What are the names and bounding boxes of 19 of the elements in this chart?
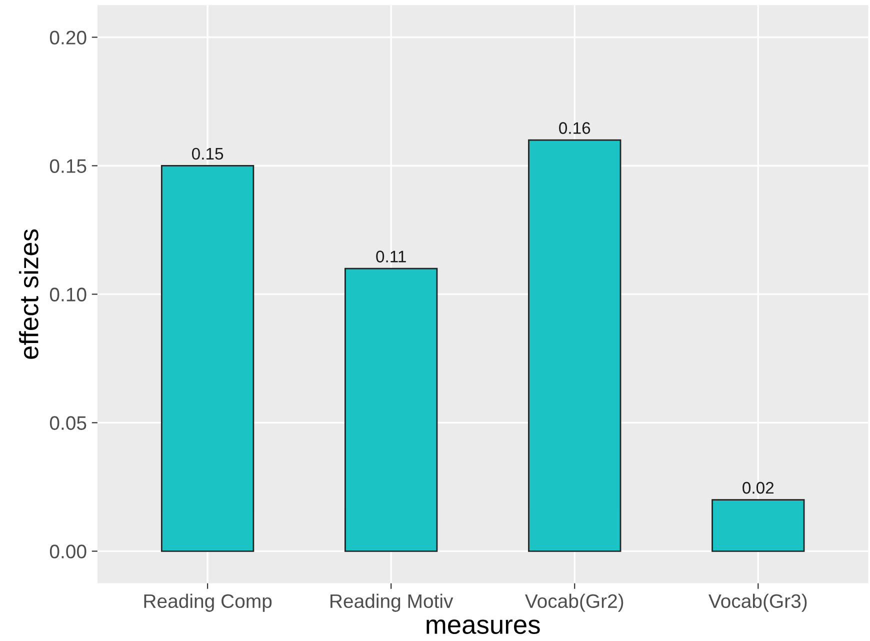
y-axis-title: effect sizes — [19, 229, 38, 359]
y-tick-label: 0.00 — [50, 544, 86, 558]
data-label: 0.11 — [376, 250, 406, 262]
x-tick-label: Reading Comp — [144, 594, 272, 612]
bar — [528, 139, 622, 552]
data-label: 0.15 — [192, 148, 224, 160]
y-tick-label: 0.05 — [50, 416, 86, 430]
x-axis-title: measures — [426, 620, 540, 634]
data-label: 0.02 — [742, 482, 774, 494]
bar — [344, 268, 438, 552]
bar — [712, 499, 805, 552]
y-tick-label: 0.20 — [50, 30, 86, 44]
bar — [160, 165, 254, 552]
x-tick-label: Reading Motiv — [330, 594, 454, 612]
y-tick-label: 0.10 — [50, 288, 86, 302]
x-tick-label: Vocab(Gr3) — [708, 594, 807, 612]
data-label: 0.16 — [559, 122, 590, 134]
y-tick-label: 0.15 — [50, 159, 86, 173]
x-tick-label: Vocab(Gr2) — [524, 594, 624, 612]
